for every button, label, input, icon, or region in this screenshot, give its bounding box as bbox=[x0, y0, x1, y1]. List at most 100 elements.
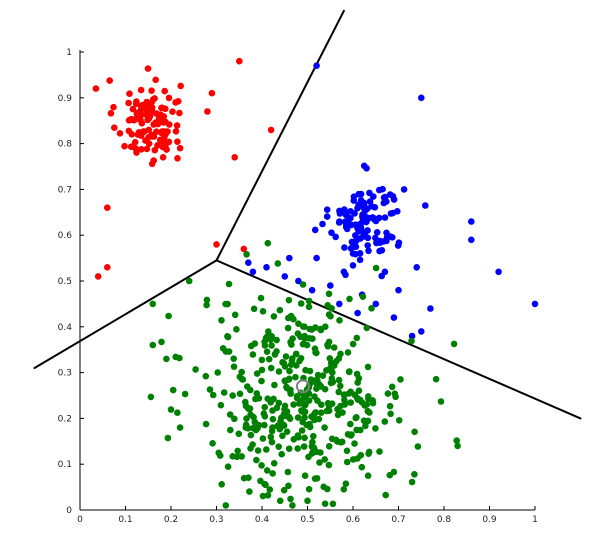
data-point bbox=[327, 312, 334, 320]
data-point bbox=[267, 336, 274, 343]
data-point bbox=[368, 203, 375, 210]
data-point bbox=[324, 485, 331, 493]
data-point bbox=[181, 390, 189, 398]
data-point bbox=[422, 202, 429, 209]
data-point bbox=[324, 302, 332, 309]
data-point bbox=[390, 468, 398, 476]
data-point bbox=[159, 104, 166, 112]
data-point bbox=[321, 424, 328, 431]
data-point bbox=[297, 300, 305, 307]
data-point bbox=[149, 300, 157, 308]
data-point bbox=[361, 214, 368, 221]
data-point bbox=[364, 234, 372, 242]
y-tick-label: 0.4 bbox=[58, 323, 73, 333]
data-point bbox=[249, 351, 257, 358]
data-point bbox=[306, 423, 314, 431]
data-point bbox=[388, 383, 396, 391]
data-point bbox=[306, 367, 314, 375]
data-point bbox=[286, 254, 293, 262]
x-tick-label: 0.3 bbox=[209, 515, 223, 525]
data-point bbox=[225, 280, 233, 288]
data-point bbox=[209, 391, 217, 399]
data-point bbox=[358, 227, 366, 235]
data-point bbox=[376, 448, 383, 455]
data-point bbox=[246, 488, 253, 495]
data-point bbox=[346, 368, 353, 375]
y-tick-label: 0 bbox=[66, 506, 72, 516]
data-point bbox=[287, 495, 294, 503]
data-point bbox=[372, 264, 380, 272]
data-point bbox=[468, 236, 475, 244]
data-point bbox=[233, 453, 241, 461]
x-tick-label: 0 bbox=[77, 515, 83, 525]
data-point bbox=[369, 214, 377, 221]
data-point bbox=[226, 411, 234, 418]
data-point bbox=[390, 314, 398, 321]
data-point bbox=[299, 281, 307, 288]
data-point bbox=[349, 250, 357, 257]
data-point bbox=[495, 268, 502, 276]
data-point bbox=[243, 251, 250, 258]
data-point bbox=[364, 242, 372, 249]
data-point bbox=[353, 370, 361, 378]
data-point bbox=[312, 324, 319, 331]
data-point bbox=[363, 401, 371, 408]
data-point bbox=[129, 105, 137, 113]
data-point bbox=[267, 364, 275, 372]
data-point bbox=[395, 417, 403, 424]
data-point bbox=[386, 402, 394, 410]
data-point bbox=[313, 62, 320, 69]
data-point bbox=[243, 415, 250, 422]
data-point bbox=[278, 450, 286, 458]
data-point bbox=[381, 193, 389, 201]
data-point bbox=[106, 77, 113, 84]
data-point bbox=[249, 268, 257, 276]
data-point bbox=[192, 366, 199, 373]
data-point bbox=[261, 421, 268, 429]
data-point bbox=[311, 226, 319, 234]
data-point bbox=[177, 82, 184, 90]
data-point bbox=[134, 131, 142, 138]
data-point bbox=[153, 110, 160, 117]
data-point bbox=[296, 357, 303, 365]
data-point bbox=[276, 497, 284, 505]
data-point bbox=[173, 122, 181, 129]
data-points bbox=[92, 57, 539, 509]
data-point bbox=[281, 377, 289, 385]
data-point bbox=[363, 324, 371, 332]
data-point bbox=[240, 245, 248, 253]
data-point bbox=[253, 456, 260, 464]
data-point bbox=[394, 208, 401, 215]
data-point bbox=[358, 463, 366, 471]
data-point bbox=[222, 502, 230, 509]
data-point bbox=[208, 89, 216, 97]
data-point bbox=[354, 309, 361, 317]
data-point bbox=[337, 439, 345, 446]
data-point bbox=[318, 401, 325, 409]
data-point bbox=[373, 229, 381, 236]
data-point bbox=[280, 486, 288, 494]
data-point bbox=[174, 155, 181, 162]
data-point bbox=[323, 206, 331, 213]
data-point bbox=[342, 220, 350, 228]
data-point bbox=[174, 138, 181, 145]
data-point bbox=[309, 335, 316, 343]
data-point bbox=[364, 227, 371, 234]
data-point bbox=[293, 393, 301, 400]
data-point bbox=[264, 239, 272, 247]
data-point bbox=[143, 145, 151, 153]
data-point bbox=[126, 90, 133, 97]
data-point bbox=[148, 99, 155, 106]
data-point bbox=[305, 453, 312, 461]
data-point bbox=[303, 341, 311, 349]
data-point bbox=[267, 433, 275, 441]
data-point bbox=[335, 376, 343, 384]
data-point bbox=[111, 124, 118, 131]
data-point bbox=[336, 300, 343, 308]
data-point bbox=[174, 409, 181, 417]
data-point bbox=[165, 94, 173, 102]
data-point bbox=[263, 264, 270, 271]
data-point bbox=[364, 472, 372, 480]
data-point bbox=[313, 254, 320, 262]
data-point bbox=[347, 420, 354, 428]
